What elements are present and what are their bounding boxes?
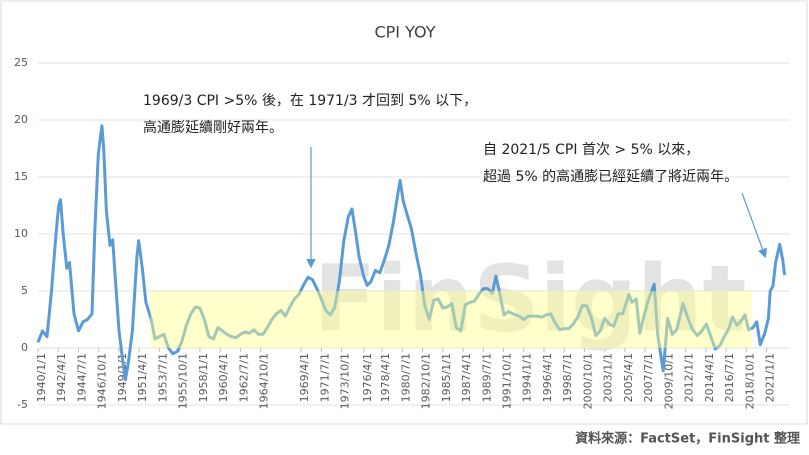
x-tick-label: 1944/7/1 [75,353,88,402]
x-tick-label: 1998/7/1 [561,353,574,402]
y-tick-label: 25 [14,56,28,69]
x-tick-label: 2000/10/1 [581,353,594,409]
y-tick-label: 20 [14,113,28,126]
watermark: FinSight [313,245,746,352]
cpi-line [36,124,787,382]
x-tick-label: 1969/4/1 [298,353,311,402]
y-tick-label: 10 [14,227,28,240]
x-tick-label: 2014/4/1 [703,353,716,402]
x-tick-label: 1951/4/1 [136,353,149,402]
x-tick-label: 1991/10/1 [501,353,514,409]
annotation: 自 2021/5 CPI 首次 > 5% 以來， [483,142,699,158]
x-tick-label: 2016/7/1 [723,353,736,402]
x-tick-label: 2021/1/1 [764,353,777,402]
x-tick-label: 1994/1/1 [521,353,534,402]
x-tick-label: 1978/4/1 [379,353,392,402]
x-tick-label: 1976/4/1 [361,353,374,402]
x-tick-label: 2018/10/1 [743,353,756,409]
highlight-band [150,291,752,348]
y-tick-label: 0 [21,341,28,354]
x-tick-label: 2005/4/1 [622,353,635,402]
y-tick-label: 5 [21,284,28,297]
x-tick-label: 1989/7/1 [480,353,493,402]
x-tick-label: 1973/10/1 [339,353,352,409]
y-tick-label: 15 [14,170,28,183]
annotation: 1969/3 CPI >5% 後，在 1971/3 才回到 5% 以下， [143,93,477,109]
x-tick-label: 1942/4/1 [55,353,68,402]
x-tick-label: 1946/10/1 [96,353,109,409]
x-tick-label: 1971/7/1 [318,353,331,402]
x-tick-label: 1985/1/1 [440,353,453,402]
x-tick-label: 1958/1/1 [197,353,210,402]
annotation: 超過 5% 的高通膨已經延續了將近兩年。 [483,168,738,185]
y-tick-label: -5 [17,398,28,411]
x-tick-label: 2007/7/1 [642,353,655,402]
x-tick-label: 1955/10/1 [177,353,190,409]
annotation: 高通膨延續剛好兩年。 [143,119,283,136]
chart-title: CPI YOY [374,23,435,42]
x-tick-label: 1960/4/1 [217,353,230,402]
x-tick-label: 1987/4/1 [460,353,473,402]
x-tick-label: 2009/10/1 [662,353,675,409]
x-tick-label: 2012/1/1 [683,353,696,402]
source: 資料來源：FactSet，FinSight 整理 [575,431,800,447]
x-tick-label: 1980/7/1 [399,353,412,402]
x-tick-label: 1982/10/1 [420,353,433,409]
x-tick-label: 1996/4/1 [541,353,554,402]
x-tick-label: 1962/7/1 [237,353,250,402]
x-tick-label: 1964/10/1 [258,353,271,409]
x-tick-label: 1953/7/1 [156,353,169,402]
x-tick-label: 2003/1/1 [602,353,615,402]
chart-border [0,0,808,425]
x-tick-label: 1940/1/1 [35,353,48,402]
arrow [741,192,768,259]
x-tick-label: 1949/1/1 [116,353,129,402]
